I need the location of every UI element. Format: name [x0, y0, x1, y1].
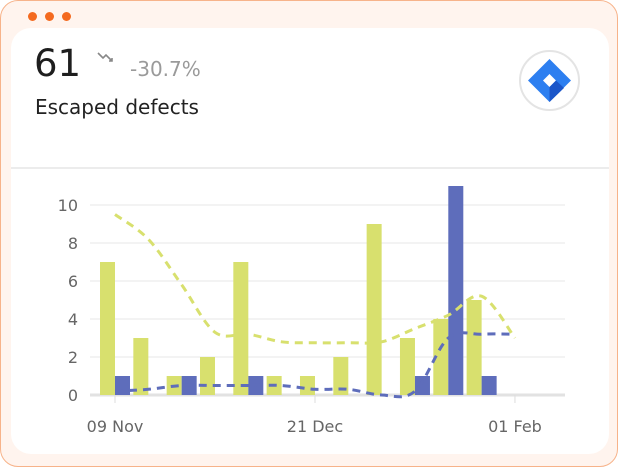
- escaped-defects-chart: 0 2 4 6 8 10 09 Nov 21 Dec 01 Feb: [58, 186, 565, 436]
- bar[interactable]: [366, 224, 382, 395]
- trending-down-icon: [97, 50, 115, 68]
- bar[interactable]: [133, 338, 149, 395]
- x-tick-label: 21 Dec: [287, 417, 343, 436]
- window-dot-icon: [62, 12, 71, 21]
- bar[interactable]: [199, 357, 215, 395]
- metric-title: Escaped defects: [35, 95, 199, 119]
- metric-value: 61: [34, 42, 82, 85]
- bar[interactable]: [333, 357, 349, 395]
- y-tick-label: 2: [68, 348, 78, 367]
- metric-change: -30.7%: [130, 57, 201, 81]
- y-tick-label: 0: [68, 386, 78, 405]
- trend-line: [114, 331, 515, 399]
- bar[interactable]: [433, 319, 449, 395]
- window-dot-icon: [45, 12, 54, 21]
- x-tick-label: 09 Nov: [87, 417, 144, 436]
- x-tick-label: 01 Feb: [488, 417, 542, 436]
- jira-logo-icon: [519, 50, 580, 111]
- y-tick-label: 4: [68, 310, 78, 329]
- metric-card[interactable]: 61 -30.7% Escaped defects 0 2 4 6 8 10 09 Nov 2…: [11, 28, 609, 454]
- bar[interactable]: [414, 376, 430, 395]
- bar[interactable]: [100, 262, 115, 395]
- y-tick-label: 8: [68, 234, 78, 253]
- bar[interactable]: [466, 300, 482, 395]
- window-dot-icon: [28, 12, 37, 21]
- bar[interactable]: [299, 376, 315, 395]
- y-tick-label: 10: [58, 196, 78, 215]
- bar[interactable]: [481, 376, 497, 395]
- bar[interactable]: [448, 186, 464, 395]
- divider: [11, 167, 609, 169]
- trend-line: [114, 213, 517, 345]
- y-tick-label: 6: [68, 272, 78, 291]
- bar[interactable]: [399, 338, 415, 395]
- bar[interactable]: [233, 262, 249, 395]
